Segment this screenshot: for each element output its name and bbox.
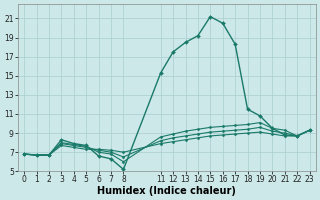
X-axis label: Humidex (Indice chaleur): Humidex (Indice chaleur) bbox=[98, 186, 236, 196]
